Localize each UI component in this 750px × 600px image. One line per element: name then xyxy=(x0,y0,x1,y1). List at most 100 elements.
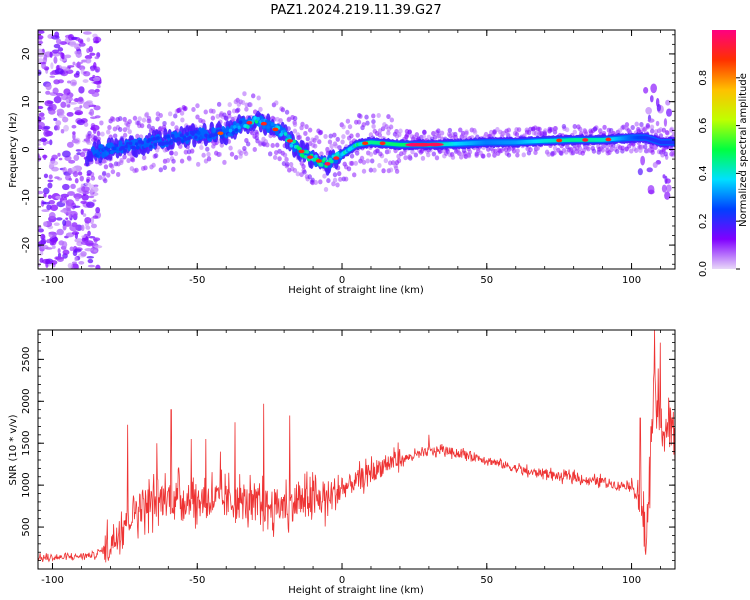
spectrogram-halo-cell xyxy=(86,176,91,182)
spectrogram-halo-cell xyxy=(83,121,89,127)
spectrogram-y-tick-label: 0 xyxy=(21,146,32,152)
spectrogram-halo-cell xyxy=(307,127,313,133)
spectrogram-peak-cell xyxy=(260,118,265,123)
spectrogram-halo-cell xyxy=(634,148,639,154)
spectrogram-halo-cell xyxy=(304,124,309,130)
spectrogram-noise-cell xyxy=(89,52,96,56)
spectrogram-halo-cell xyxy=(335,136,340,142)
spectrogram-peak-cell xyxy=(162,141,166,146)
spectrogram-halo-cell xyxy=(118,116,123,122)
spectrogram-noise-cell xyxy=(75,196,80,202)
spectrogram-noise-cell xyxy=(71,36,78,40)
figure-title: PAZ1.2024.219.11.39.G27 xyxy=(270,3,441,18)
spectrogram-halo-cell xyxy=(460,132,466,138)
spectrogram-halo-cell xyxy=(570,150,576,156)
spectrogram-noise-cell xyxy=(643,87,649,94)
spectrogram-noise-cell xyxy=(61,241,68,248)
spectrogram-halo-cell xyxy=(107,125,112,131)
spectrogram-noise-cell xyxy=(38,228,44,233)
spectrogram-noise-cell xyxy=(66,80,72,84)
spectrogram-peak-cell xyxy=(104,146,108,151)
spectrogram-noise-cell xyxy=(71,138,80,144)
colorbar-label: Normalized spectral amplitude xyxy=(738,73,749,227)
spectrogram-peak-cell xyxy=(322,157,327,162)
spectrogram-halo-cell xyxy=(403,155,408,161)
spectrogram-noise-cell xyxy=(78,42,86,47)
spectrogram-peak-cell xyxy=(144,143,149,148)
spectrogram-halo-cell xyxy=(552,145,558,151)
spectrogram-hot-cell xyxy=(246,120,253,125)
spectrogram-noise-cell xyxy=(55,120,62,126)
spectrogram-noise-cell xyxy=(49,139,53,146)
spectrogram-halo-cell xyxy=(661,127,667,133)
spectrogram-halo-cell xyxy=(376,112,381,118)
spectrogram-noise-cell xyxy=(55,38,62,45)
spectrogram-halo-cell xyxy=(375,148,380,154)
spectrogram-noise-cell xyxy=(60,193,69,198)
spectrogram-noise-cell xyxy=(42,258,51,265)
spectrogram-halo-cell xyxy=(201,152,206,158)
spectrogram-noise-cell xyxy=(75,149,82,152)
spectrogram-noise-cell xyxy=(55,195,62,200)
spectrogram-noise-cell xyxy=(73,98,80,103)
spectrogram-halo-cell xyxy=(343,176,349,182)
spectrogram-peak-cell xyxy=(266,125,270,129)
spectrogram-noise-cell xyxy=(41,209,50,213)
spectrogram-halo-cell xyxy=(643,144,648,150)
spectrogram-halo-cell xyxy=(158,125,163,131)
spectrogram-halo-cell xyxy=(459,154,464,160)
snr-y-tick-label: 1500 xyxy=(21,430,32,455)
snr-marks xyxy=(38,330,675,563)
spectrogram-halo-cell xyxy=(665,130,670,136)
spectrogram-noise-cell xyxy=(48,212,56,220)
spectrogram-noise-cell xyxy=(57,152,61,157)
spectrogram-noise-cell xyxy=(47,182,53,189)
spectrogram-noise-cell xyxy=(67,191,75,196)
spectrogram-noise-cell xyxy=(38,190,44,195)
spectrogram-halo-cell xyxy=(341,134,346,140)
spectrogram-noise-cell xyxy=(56,64,60,71)
spectrogram-x-tick-label: -50 xyxy=(189,275,205,286)
spectrogram-noise-cell xyxy=(65,202,72,210)
spectrogram-peak-cell xyxy=(314,154,318,159)
spectrogram-noise-cell xyxy=(45,90,51,95)
snr-x-tick-label: 50 xyxy=(480,575,493,586)
spectrogram-noise-cell xyxy=(62,249,70,255)
spectrogram-halo-cell xyxy=(90,122,96,128)
spectrogram-peak-cell xyxy=(114,143,118,148)
spectrogram-halo-cell xyxy=(572,129,577,135)
spectrogram-noise-cell xyxy=(69,40,77,48)
spectrogram-x-ticks: -100 -50 0 50 100 xyxy=(41,30,661,286)
spectrogram-noise-cell xyxy=(93,40,100,44)
spectrogram-noise-cell xyxy=(92,215,99,219)
spectrogram-halo-cell xyxy=(561,124,567,130)
colorbar-tick-label: 0.6 xyxy=(698,118,709,134)
spectrogram-noise-cell xyxy=(40,116,45,120)
spectrogram-halo-cell xyxy=(421,134,426,140)
spectrogram-noise-cell xyxy=(73,154,80,162)
spectrogram-y-tick-label: 10 xyxy=(21,95,32,108)
spectrogram-halo-cell xyxy=(137,116,142,122)
spectrogram-noise-cell xyxy=(65,98,70,105)
snr-series-line xyxy=(38,330,675,563)
spectrogram-noise-cell xyxy=(42,201,51,205)
spectrogram-halo-cell xyxy=(458,127,463,133)
spectrogram-noise-cell xyxy=(46,140,50,145)
spectrogram-noise-cell xyxy=(56,124,60,131)
spectrogram-halo-cell xyxy=(552,150,557,156)
spectrogram-halo-cell xyxy=(228,145,233,151)
spectrogram-halo-cell xyxy=(302,169,307,175)
spectrogram-peak-cell xyxy=(227,132,231,137)
spectrogram-peak-cell xyxy=(228,128,233,133)
spectrogram-halo-cell xyxy=(314,135,319,141)
spectrogram-peak-cell xyxy=(183,137,188,142)
spectrogram-marks xyxy=(38,30,675,269)
spectrogram-peak-cell xyxy=(286,134,291,139)
spectrogram-noise-cell xyxy=(62,219,67,226)
spectrogram-noise-cell xyxy=(652,162,658,169)
spectrogram-halo-cell xyxy=(273,150,279,156)
spectrogram-noise-cell xyxy=(68,159,76,164)
spectrogram-halo-cell xyxy=(256,95,261,101)
spectrogram-x-tick-label: 50 xyxy=(480,275,493,286)
spectrogram-halo-cell xyxy=(533,130,539,136)
